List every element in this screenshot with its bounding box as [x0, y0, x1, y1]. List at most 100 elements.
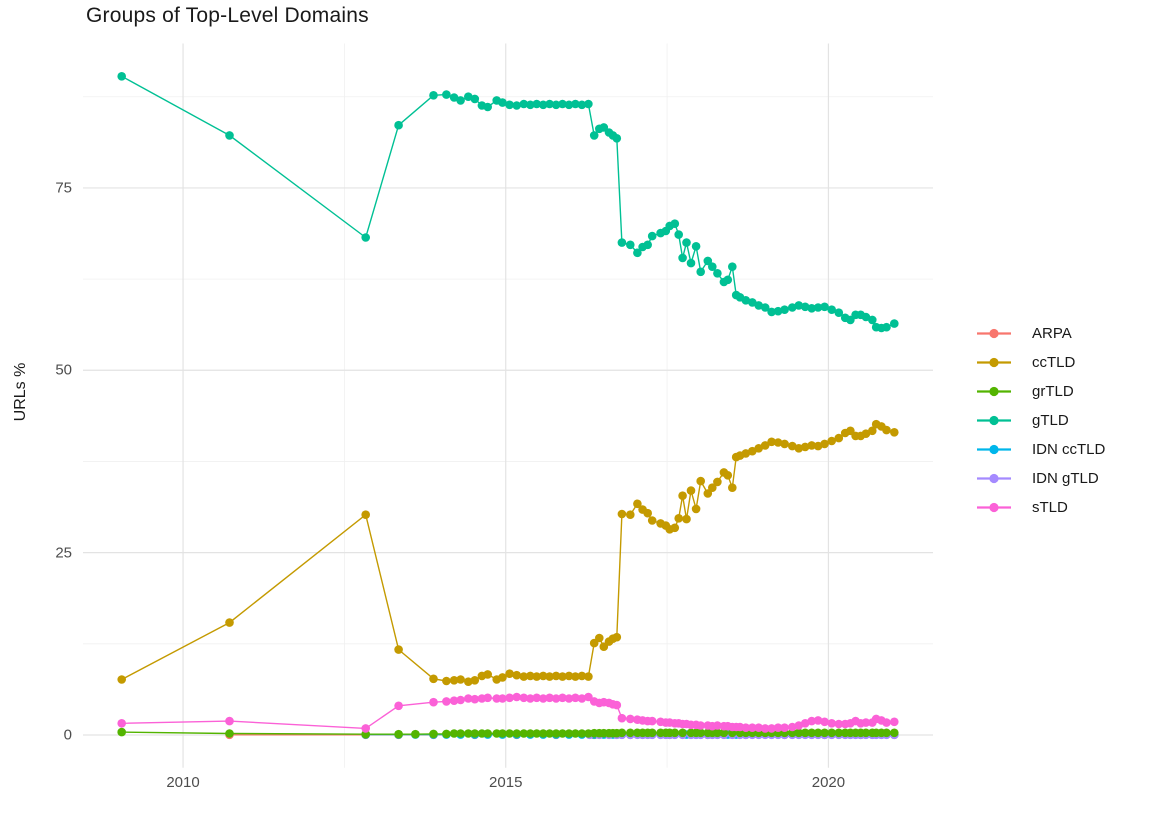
- data-point: [429, 91, 438, 100]
- data-point: [558, 729, 567, 738]
- data-point: [571, 693, 580, 703]
- data-point: [498, 729, 507, 738]
- data-point: [741, 296, 751, 305]
- data-point: [708, 262, 717, 272]
- data-point: [754, 444, 763, 453]
- data-point: [647, 728, 657, 738]
- legend-key-line-dot-icon: [977, 444, 1011, 455]
- data-point: [827, 719, 836, 728]
- data-point: [612, 632, 622, 642]
- data-point: [577, 694, 587, 703]
- data-point: [748, 298, 757, 307]
- data-point: [626, 714, 635, 724]
- data-point: [691, 504, 701, 514]
- data-point: [617, 238, 627, 247]
- data-point: [589, 131, 599, 140]
- data-point: [890, 728, 899, 738]
- data-point: [498, 694, 507, 703]
- data-point: [780, 723, 789, 732]
- data-point: [626, 728, 635, 738]
- data-point: [394, 645, 403, 654]
- legend-label: IDN gTLD: [1032, 470, 1099, 487]
- data-point: [564, 100, 574, 110]
- data-point: [800, 719, 810, 728]
- data-point: [813, 716, 823, 725]
- data-point: [813, 441, 823, 451]
- data-point: [686, 486, 696, 495]
- data-point: [760, 441, 770, 450]
- data-point: [532, 99, 541, 109]
- data-point: [807, 304, 816, 313]
- data-point: [748, 446, 757, 456]
- series-stld: [117, 692, 899, 733]
- data-point: [834, 728, 844, 738]
- data-point: [512, 670, 521, 680]
- data-point: [483, 670, 493, 679]
- data-point: [411, 729, 420, 739]
- data-point: [703, 489, 713, 498]
- data-point: [571, 729, 580, 738]
- data-point: [564, 671, 574, 681]
- data-point: [464, 92, 473, 101]
- data-point: [678, 253, 687, 263]
- data-point: [117, 727, 126, 737]
- data-point: [617, 509, 627, 519]
- legend-item-cctld: ccTLD: [976, 348, 1105, 377]
- data-point: [890, 717, 899, 727]
- data-point: [464, 694, 473, 703]
- data-point: [882, 718, 891, 727]
- data-point: [538, 100, 548, 110]
- data-point: [532, 729, 541, 738]
- data-point: [551, 100, 561, 110]
- data-point: [882, 322, 891, 332]
- data-point: [456, 729, 465, 738]
- data-point: [449, 93, 459, 102]
- data-point: [117, 675, 126, 684]
- data-point: [834, 308, 844, 318]
- data-point: [571, 672, 580, 681]
- data-point: [678, 728, 687, 738]
- data-point: [861, 429, 871, 439]
- data-point: [564, 694, 574, 703]
- series-cctld: [117, 419, 899, 686]
- data-point: [617, 713, 627, 723]
- data-point: [670, 219, 680, 228]
- data-point: [780, 439, 789, 449]
- data-point: [505, 669, 514, 678]
- data-point: [741, 449, 751, 458]
- data-point: [696, 476, 705, 486]
- data-point: [498, 673, 507, 682]
- data-point: [526, 671, 535, 681]
- series-gtld: [117, 72, 899, 333]
- data-point: [807, 716, 816, 726]
- data-point: [788, 441, 797, 451]
- data-point: [807, 728, 816, 738]
- legend-label: sTLD: [1032, 499, 1068, 516]
- data-point: [754, 723, 763, 732]
- data-point: [682, 514, 691, 524]
- data-point: [505, 100, 514, 110]
- legend-key-line-dot-icon: [977, 386, 1011, 397]
- data-point: [577, 729, 587, 738]
- data-point: [512, 101, 521, 110]
- data-point: [361, 233, 371, 242]
- data-point: [584, 99, 593, 109]
- legend-item-arpa: ARPA: [976, 319, 1105, 348]
- data-point: [558, 693, 567, 703]
- data-point: [794, 728, 804, 738]
- legend-item-idn-cctld: IDN ccTLD: [976, 435, 1105, 464]
- y-axis-title: URLs %: [12, 362, 29, 422]
- data-point: [456, 695, 465, 705]
- data-point: [741, 723, 751, 732]
- data-point: [483, 693, 493, 703]
- data-point: [483, 729, 493, 738]
- legend-key-line-dot-icon: [977, 328, 1011, 339]
- data-point: [794, 444, 804, 453]
- y-tick-label: 0: [63, 726, 72, 744]
- data-point: [773, 306, 783, 316]
- data-point: [674, 230, 683, 239]
- data-point: [643, 508, 652, 518]
- data-point: [449, 696, 459, 705]
- data-point: [767, 437, 776, 447]
